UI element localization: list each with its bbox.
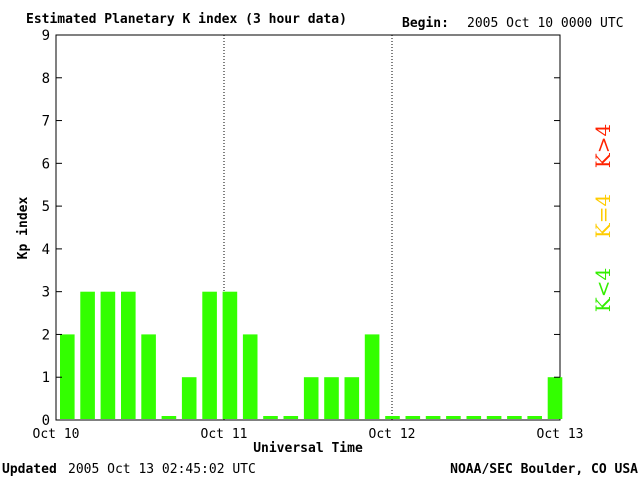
kp-bar bbox=[242, 334, 258, 419]
y-tick-label: 3 bbox=[42, 285, 50, 301]
legend: K>4 K=4 K<4 bbox=[591, 124, 615, 312]
y-axis: 0 1 2 3 4 5 6 7 8 9 bbox=[42, 28, 560, 429]
legend-item: K<4 bbox=[591, 268, 615, 312]
day-separators bbox=[223, 35, 393, 420]
y-tick-label: 4 bbox=[42, 242, 50, 258]
kp-bar bbox=[507, 416, 522, 419]
kp-bar bbox=[446, 416, 461, 419]
x-tick-label: Oct 12 bbox=[369, 427, 416, 442]
kp-bar bbox=[425, 416, 441, 419]
y-tick-label: 0 bbox=[42, 413, 50, 429]
kp-bar bbox=[222, 291, 238, 419]
kp-bar bbox=[466, 416, 482, 419]
kp-bar bbox=[324, 377, 339, 419]
kp-bar bbox=[60, 334, 75, 419]
kp-bar bbox=[141, 334, 156, 419]
x-tick-label: Oct 10 bbox=[33, 427, 80, 442]
y-tick-label: 1 bbox=[42, 370, 50, 386]
x-tick-label: Oct 11 bbox=[201, 427, 248, 442]
kp-bar bbox=[385, 416, 400, 419]
kp-bar bbox=[527, 416, 542, 419]
y-tick-label: 5 bbox=[42, 199, 50, 215]
x-axis-label: Universal Time bbox=[253, 441, 363, 456]
source-credit: NOAA/SEC Boulder, CO USA bbox=[450, 462, 638, 477]
plot-frame bbox=[55, 34, 561, 421]
y-tick-label: 8 bbox=[42, 71, 50, 87]
y-tick-label: 7 bbox=[42, 114, 50, 130]
x-tick-label: Oct 13 bbox=[537, 427, 584, 442]
legend-item: K=4 bbox=[591, 194, 615, 238]
bar-series bbox=[60, 291, 563, 419]
updated-value: 2005 Oct 13 02:45:02 UTC bbox=[68, 462, 256, 477]
kp-bar bbox=[344, 377, 360, 419]
y-tick-label: 9 bbox=[42, 28, 50, 44]
chart-title: Estimated Planetary K index (3 hour data… bbox=[26, 12, 347, 27]
kp-bar bbox=[181, 377, 197, 419]
kp-bar bbox=[263, 416, 278, 419]
legend-item: K>4 bbox=[591, 124, 615, 168]
updated-label: Updated bbox=[2, 462, 57, 477]
kp-bar bbox=[80, 291, 95, 419]
kp-bar bbox=[405, 416, 421, 419]
x-axis: Oct 10 Oct 11 Oct 12 Oct 13 bbox=[33, 427, 584, 442]
kp-bar bbox=[303, 377, 319, 419]
kp-bar bbox=[547, 377, 563, 419]
kp-bar bbox=[100, 291, 116, 419]
kp-bar bbox=[121, 291, 136, 419]
kp-bar bbox=[161, 416, 177, 419]
y-tick-label: 2 bbox=[42, 327, 50, 343]
kp-bar bbox=[486, 416, 502, 419]
kp-bar bbox=[283, 416, 299, 419]
begin-value: 2005 Oct 10 0000 UTC bbox=[467, 16, 624, 31]
kp-bar bbox=[202, 291, 217, 419]
y-axis-label: Kp index bbox=[16, 197, 31, 260]
begin-label: Begin: bbox=[402, 16, 449, 31]
kp-bar bbox=[364, 334, 380, 419]
y-tick-label: 6 bbox=[42, 156, 50, 172]
